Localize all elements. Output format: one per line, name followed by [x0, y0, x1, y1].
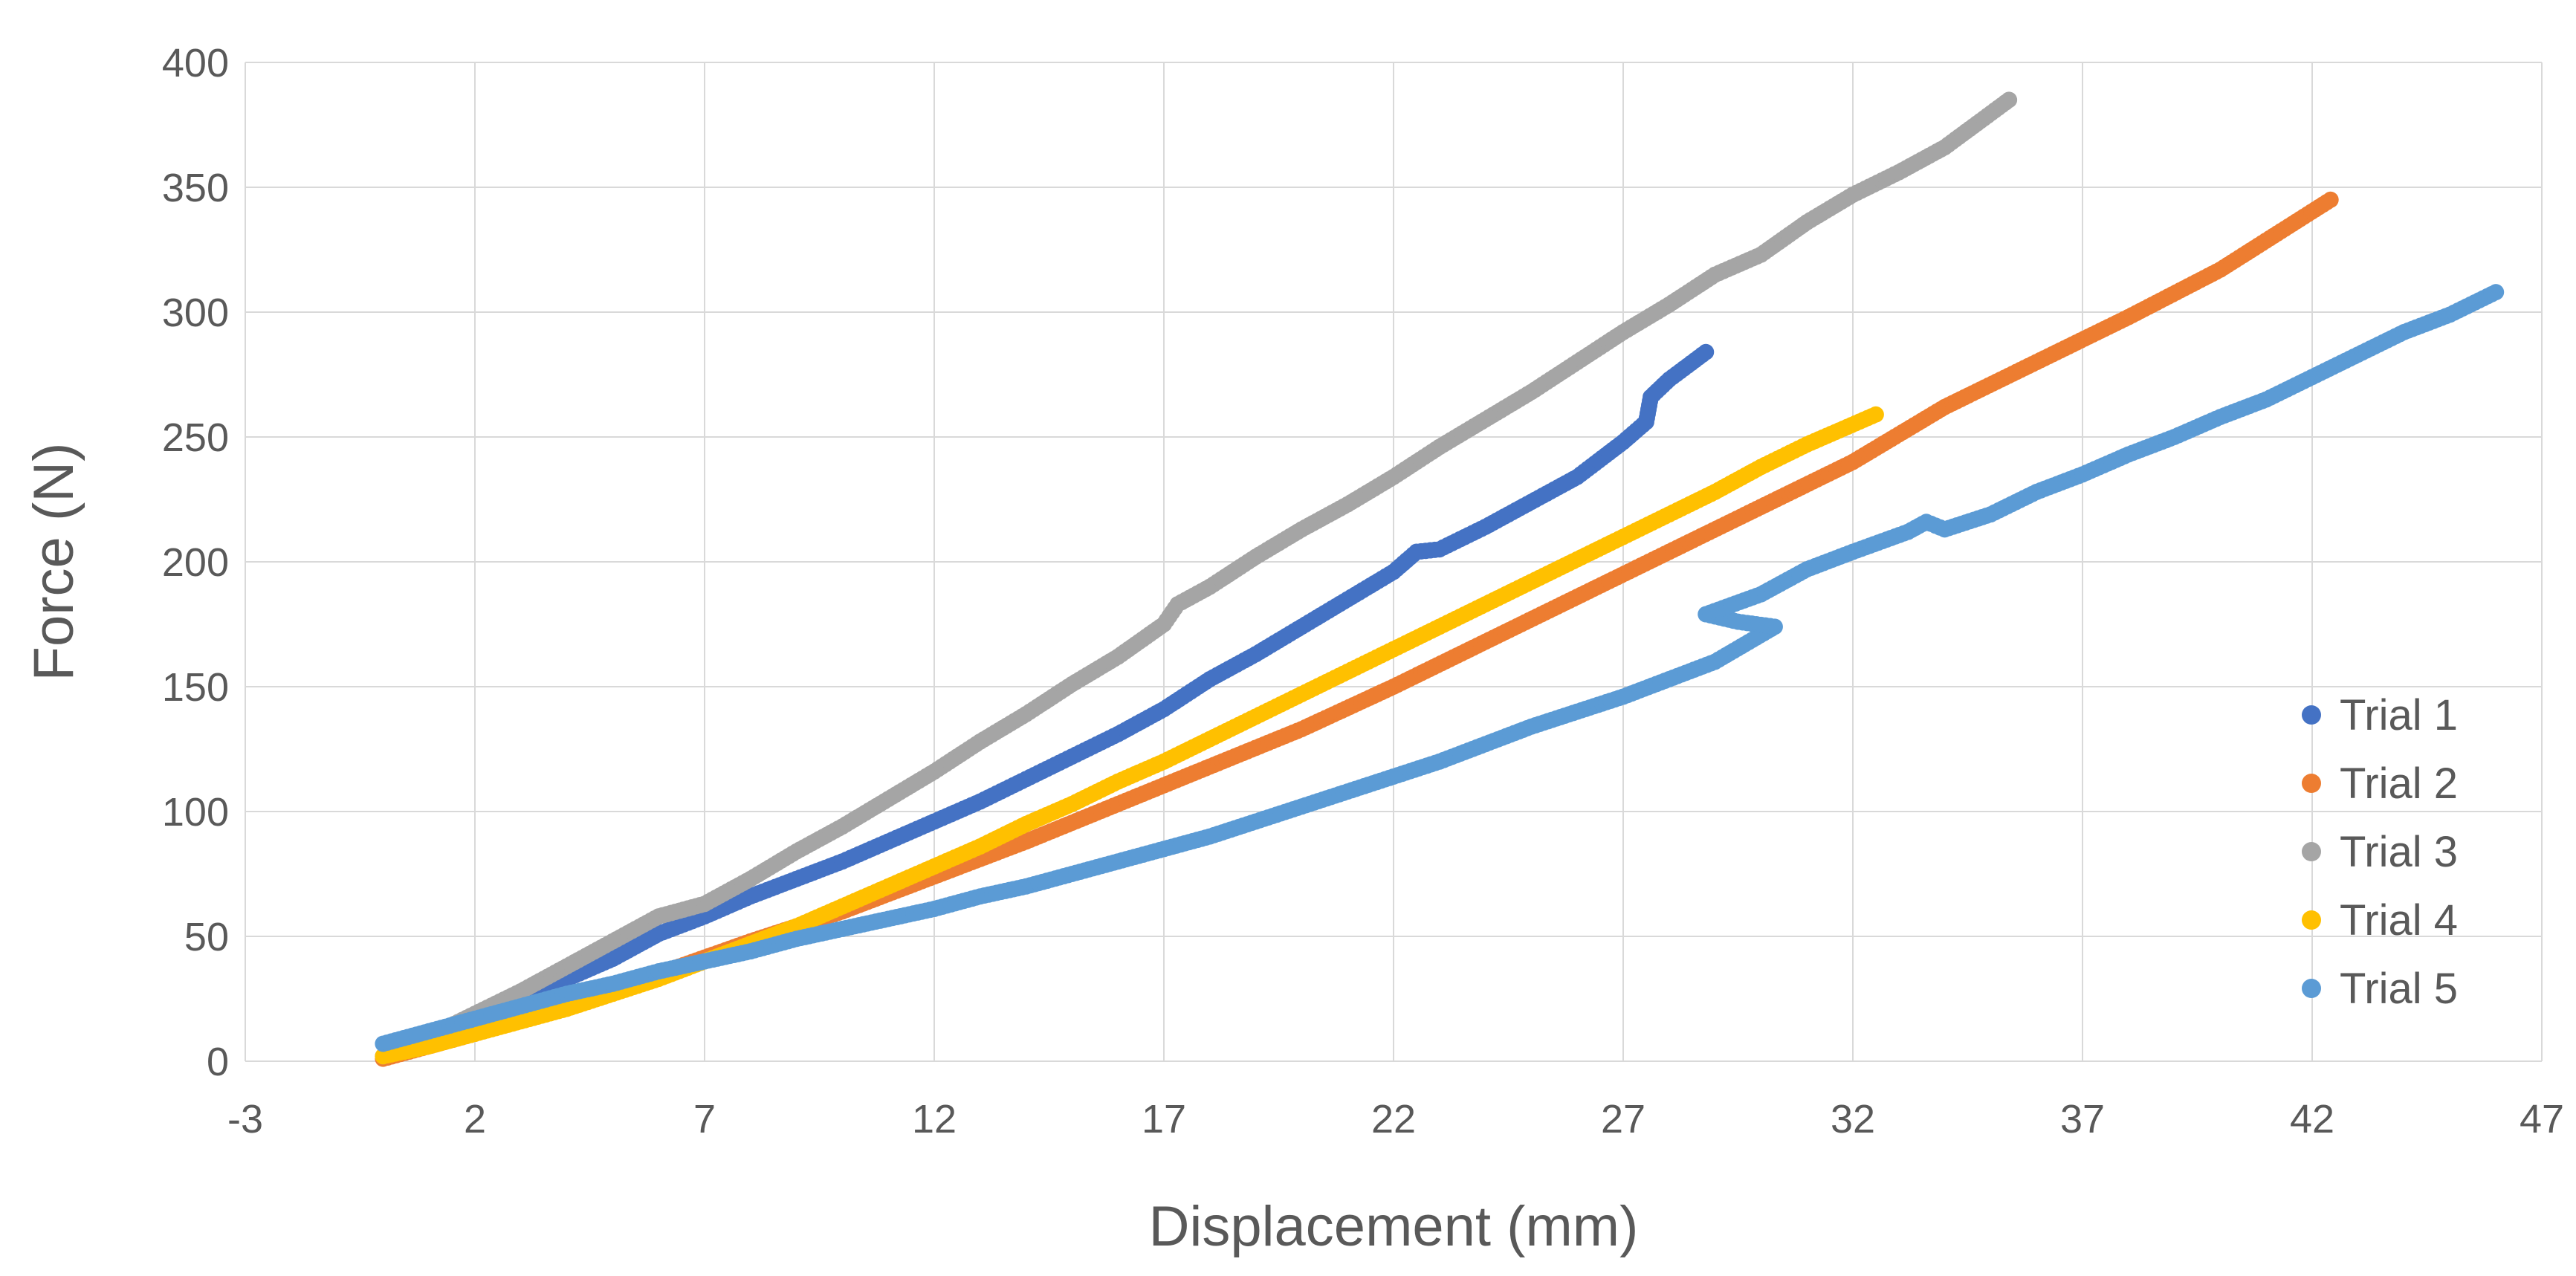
legend-label: Trial 1	[2340, 691, 2458, 739]
y-tick-label: 200	[162, 540, 229, 585]
legend-marker	[2302, 979, 2321, 998]
x-tick-label: -3	[227, 1097, 263, 1141]
x-tick-label: 7	[693, 1097, 716, 1141]
legend-marker	[2302, 842, 2321, 861]
y-axis-title: Force (N)	[22, 443, 85, 681]
legend-label: Trial 5	[2340, 965, 2458, 1013]
legend-label: Trial 3	[2340, 828, 2458, 876]
data-point	[1867, 406, 1884, 423]
x-tick-label: 42	[2290, 1097, 2334, 1141]
x-tick-label: 32	[1831, 1097, 1875, 1141]
data-point	[1698, 343, 1715, 360]
x-tick-label: 12	[912, 1097, 957, 1141]
legend-label: Trial 4	[2340, 896, 2458, 945]
legend-marker	[2302, 705, 2321, 725]
y-tick-label: 100	[162, 790, 229, 835]
legend-marker	[2302, 774, 2321, 793]
legend-marker	[2302, 910, 2321, 930]
data-point	[2488, 284, 2505, 301]
x-tick-label: 37	[2060, 1097, 2105, 1141]
y-tick-label: 300	[162, 291, 229, 335]
y-tick-label: 400	[162, 41, 229, 85]
x-tick-label: 47	[2520, 1097, 2564, 1141]
data-point	[2001, 91, 2018, 109]
x-tick-label: 27	[1601, 1097, 1645, 1141]
series-trial-5	[375, 284, 2505, 1052]
legend-label: Trial 2	[2340, 760, 2458, 808]
y-tick-label: 150	[162, 665, 229, 710]
legend: Trial 1 Trial 2 Trial 3 Trial 4 Trial 5	[2302, 691, 2458, 1013]
y-tick-label: 350	[162, 166, 229, 210]
y-tick-label: 250	[162, 415, 229, 460]
y-tick-label: 50	[184, 915, 229, 959]
x-axis-title: Displacement (mm)	[1149, 1195, 1639, 1258]
x-tick-label: 17	[1142, 1097, 1186, 1141]
x-tick-label: 2	[464, 1097, 486, 1141]
x-tick-label: 22	[1371, 1097, 1416, 1141]
y-tick-label: 0	[207, 1040, 229, 1084]
data-series	[375, 91, 2505, 1067]
data-point	[2322, 191, 2339, 208]
